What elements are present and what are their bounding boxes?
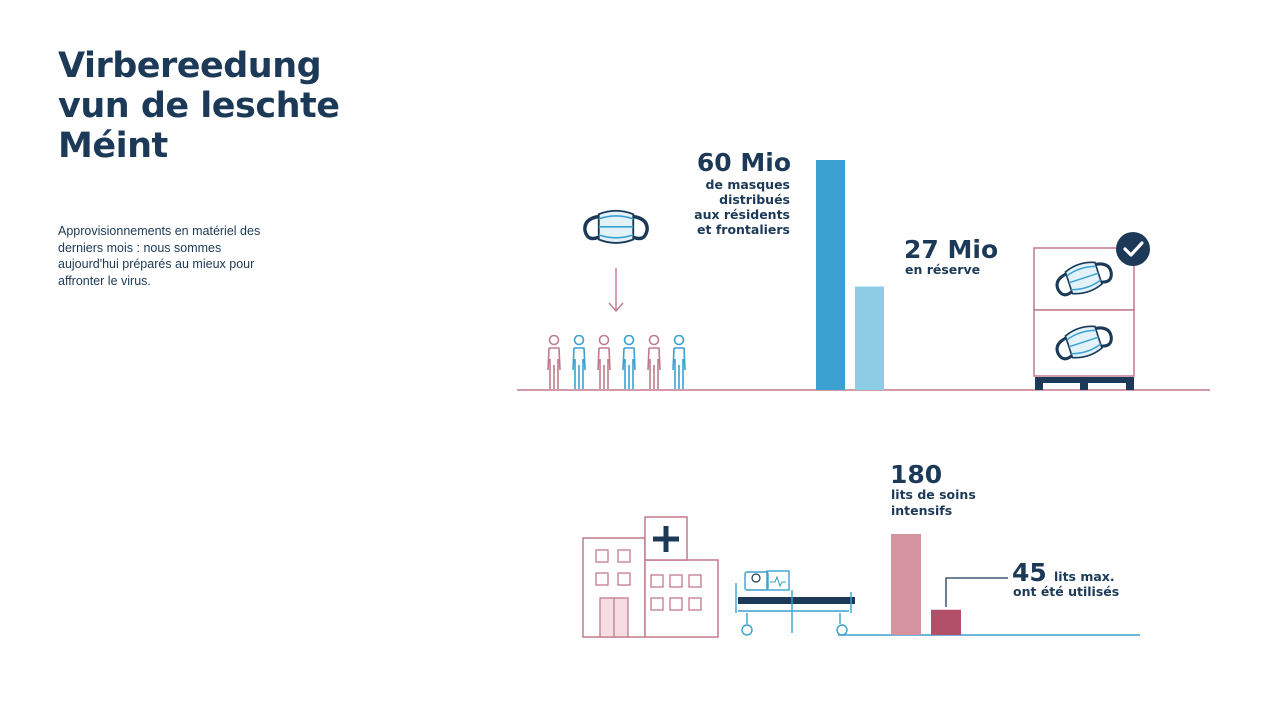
hospital-bed-icon — [735, 570, 855, 636]
people-row — [547, 335, 686, 390]
value-label-reserve: 27 Mio — [904, 235, 998, 264]
label-distributed-line: aux résidents — [694, 207, 790, 222]
title-line: vun de leschte — [58, 86, 340, 126]
bar-masks-distributed — [816, 160, 845, 390]
leader-line — [945, 577, 1008, 607]
value-label-used: 45 — [1012, 558, 1047, 587]
person-icon — [597, 335, 611, 390]
label-icu-beds-line: intensifs — [891, 503, 952, 518]
intro-line: Approvisionnements en matériel des — [58, 224, 261, 238]
bar-icu-beds — [891, 534, 921, 635]
bar-masks-reserve — [855, 286, 884, 390]
value-label-distributed: 60 Mio — [697, 148, 791, 177]
intro-line: aujourd'hui préparés au mieux pour — [58, 257, 255, 271]
bar-icu-beds-used — [931, 609, 961, 635]
page-title: Virbereedung vun de leschte Méint — [58, 46, 340, 166]
value-label-icu-beds: 180 — [890, 460, 942, 489]
person-icon — [672, 335, 686, 390]
label-distributed-line: de masques — [706, 177, 790, 192]
intro-line: affronter le virus. — [58, 273, 151, 288]
mask-icon — [585, 211, 647, 243]
label-reserve: en réserve — [905, 262, 980, 277]
label-icu-beds-line: lits de soins — [891, 487, 976, 502]
title-line: Méint — [58, 126, 168, 166]
person-icon — [622, 335, 636, 390]
person-icon — [572, 335, 586, 390]
label-used-line: lits max. — [1054, 569, 1115, 584]
label-distributed-line: distribués — [719, 192, 790, 207]
pallet-boxes-icon — [1033, 247, 1135, 390]
hospital-icon — [582, 516, 719, 638]
person-icon — [547, 335, 561, 390]
intro-line: derniers mois : nous sommes — [58, 240, 222, 255]
arrow-down-icon — [608, 268, 624, 313]
title-line: Virbereedung — [58, 46, 322, 86]
checkmark-icon — [1116, 232, 1150, 266]
label-used-line: ont été utilisés — [1013, 584, 1119, 599]
label-distributed-line: et frontaliers — [697, 222, 790, 237]
person-icon — [647, 335, 661, 390]
intro-text: Approvisionnements en matériel des derni… — [58, 223, 298, 289]
